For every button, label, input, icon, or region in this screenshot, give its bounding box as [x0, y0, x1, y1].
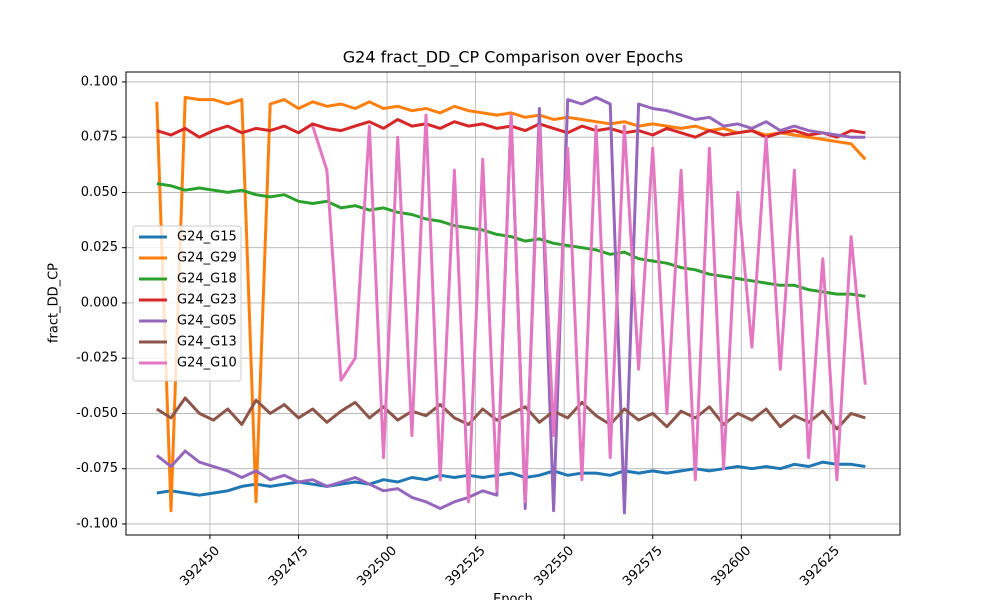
y-tick-label: 0.075 [81, 130, 118, 145]
y-tick-label: 0.000 [81, 295, 118, 310]
legend-label: G24_G05 [177, 314, 237, 329]
series-line [311, 113, 867, 504]
legend-label: G24_G15 [177, 230, 237, 245]
y-tick-label: 0.050 [81, 185, 118, 200]
x-tick-label: 392450 [177, 543, 223, 589]
x-tick-label: 392550 [532, 543, 578, 589]
y-axis-label: fract_DD_CP [47, 263, 62, 343]
series-line [156, 460, 866, 497]
y-tick-label: -0.075 [76, 461, 118, 476]
legend-label: G24_G29 [177, 251, 237, 266]
chart-title: G24 fract_DD_CP Comparison over Epochs [343, 48, 683, 68]
legend: G24_G15 G24_G29 G24_G18 G24_G23 G24_G05 G24_G… [132, 225, 242, 382]
x-tick-label: 392500 [354, 543, 400, 589]
y-tick-label: 0.100 [81, 74, 118, 89]
y-tick-label: 0.025 [81, 240, 118, 255]
y-tick-label: -0.025 [76, 351, 118, 366]
x-tick-label: 392525 [443, 543, 489, 589]
plot-frame [125, 71, 901, 536]
legend-label: G24_G10 [177, 356, 237, 371]
x-tick-label: 392475 [266, 543, 312, 589]
legend-label: G24_G23 [177, 293, 237, 308]
x-tick-label: 392575 [620, 543, 666, 589]
y-tick-label: -0.100 [76, 516, 118, 531]
series-line [155, 95, 867, 513]
x-axis-label: Epoch [493, 592, 533, 600]
x-tick-label: 392600 [709, 543, 755, 589]
series-line [156, 396, 866, 431]
legend-label: G24_G18 [177, 272, 237, 287]
y-tick-label: -0.050 [76, 406, 118, 421]
legend-label: G24_G13 [177, 335, 237, 350]
x-tick-label: 392625 [797, 543, 843, 589]
